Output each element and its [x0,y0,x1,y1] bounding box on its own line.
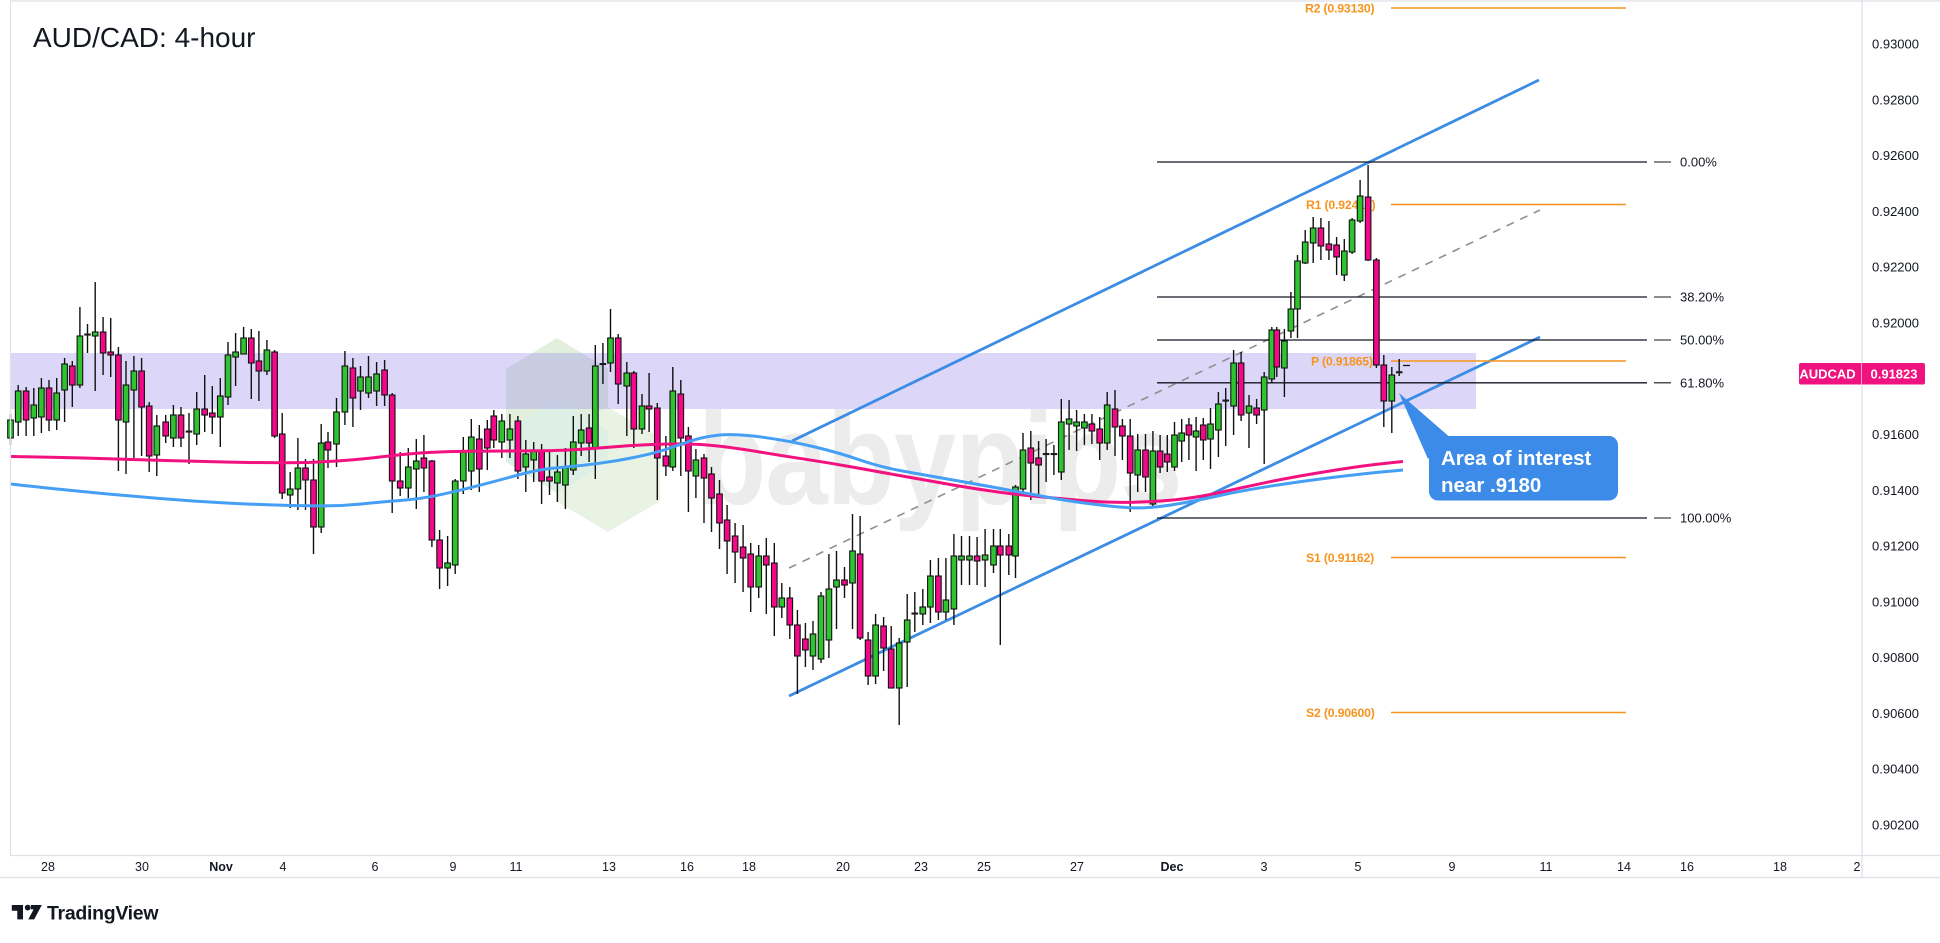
svg-text:11: 11 [1540,860,1553,874]
svg-text:0.91600: 0.91600 [1872,427,1919,442]
svg-text:0.92600: 0.92600 [1872,148,1919,163]
svg-text:S2 (0.90600): S2 (0.90600) [1306,706,1375,720]
svg-text:0.92400: 0.92400 [1872,204,1919,219]
svg-text:14: 14 [1617,860,1631,874]
svg-text:Nov: Nov [209,860,233,874]
svg-text:0.93000: 0.93000 [1872,37,1919,52]
svg-text:23: 23 [914,860,928,874]
svg-text:near .9180: near .9180 [1441,474,1541,497]
svg-text:61.80%: 61.80% [1680,375,1725,390]
svg-text:0.90600: 0.90600 [1872,706,1919,721]
svg-text:18: 18 [742,860,756,874]
svg-text:28: 28 [41,860,55,874]
svg-text:AUDCAD: AUDCAD [1799,367,1855,382]
svg-text:0.90200: 0.90200 [1872,818,1919,833]
svg-text:0.90400: 0.90400 [1872,762,1919,777]
svg-text:0.91823: 0.91823 [1871,367,1918,382]
svg-text:38.20%: 38.20% [1680,290,1725,305]
svg-text:3: 3 [1261,860,1268,874]
svg-text:0.00%: 0.00% [1680,155,1717,170]
svg-text:0.92800: 0.92800 [1872,92,1919,107]
svg-text:0.91400: 0.91400 [1872,483,1919,498]
svg-text:18: 18 [1773,860,1787,874]
svg-text:11: 11 [510,860,523,874]
svg-text:0.90800: 0.90800 [1872,650,1919,665]
svg-text:Dec: Dec [1161,860,1184,874]
svg-text:16: 16 [680,860,694,874]
svg-text:16: 16 [1680,860,1694,874]
svg-text:30: 30 [135,860,149,874]
svg-text:6: 6 [372,860,379,874]
svg-text:25: 25 [977,860,991,874]
svg-text:100.00%: 100.00% [1680,511,1732,526]
svg-text:S1 (0.91162): S1 (0.91162) [1306,551,1374,565]
svg-text:0.91200: 0.91200 [1872,539,1919,554]
svg-text:TradingView: TradingView [47,903,159,925]
svg-text:0.92000: 0.92000 [1872,315,1919,330]
svg-text:4: 4 [280,860,287,874]
svg-text:9: 9 [1449,860,1456,874]
svg-text:babypips: babypips [698,386,1182,532]
svg-text:P (0.91865): P (0.91865) [1311,354,1373,368]
svg-text:2: 2 [1854,860,1861,874]
svg-text:20: 20 [836,860,850,874]
svg-text:50.00%: 50.00% [1680,333,1725,348]
svg-text:AUD/CAD: 4-hour: AUD/CAD: 4-hour [33,22,256,53]
svg-text:R2 (0.93130): R2 (0.93130) [1305,1,1374,15]
svg-text:27: 27 [1070,860,1084,874]
svg-text:5: 5 [1355,860,1362,874]
svg-text:9: 9 [450,860,457,874]
svg-text:0.92200: 0.92200 [1872,260,1919,275]
svg-text:Area of interest: Area of interest [1441,447,1592,470]
svg-text:0.91000: 0.91000 [1872,594,1919,609]
svg-text:13: 13 [602,860,616,874]
